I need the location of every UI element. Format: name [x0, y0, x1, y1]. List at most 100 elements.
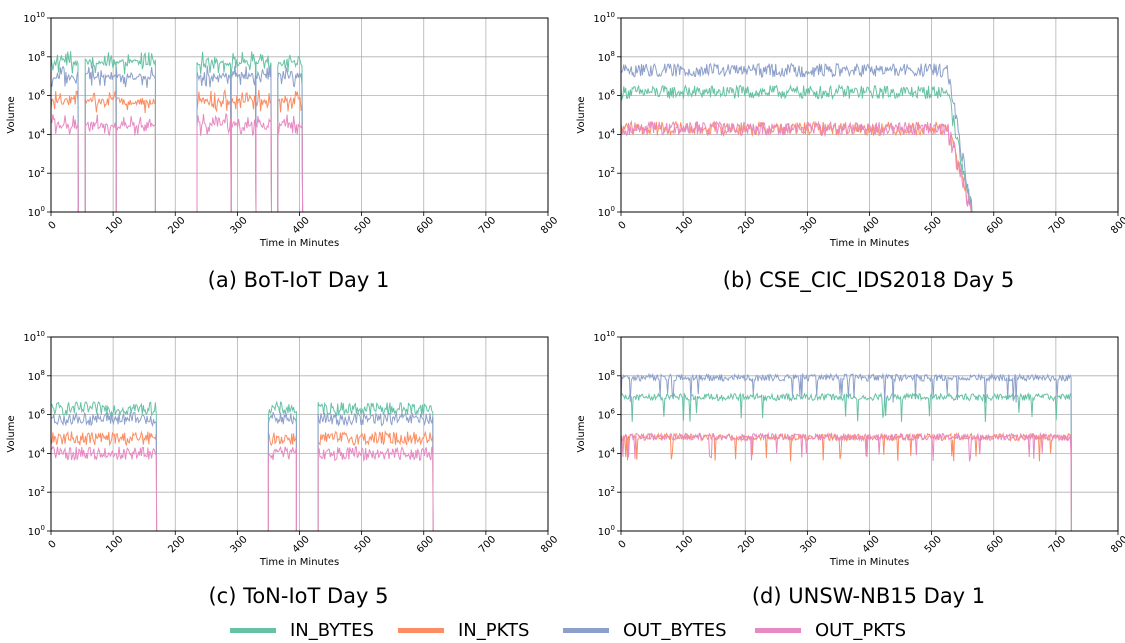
- series-line-in-pkts: [620, 119, 972, 213]
- y-tick-label: 102: [598, 166, 615, 180]
- series-line-out-pkts: [50, 112, 304, 213]
- caption-c: (c) ToN-IoT Day 5: [208, 584, 389, 608]
- x-tick-label: 0: [617, 220, 629, 232]
- y-tick-label: 104: [598, 127, 616, 141]
- series-line-in-bytes: [620, 83, 973, 213]
- series-line-in-pkts: [50, 430, 434, 532]
- x-tick-label: 300: [799, 534, 820, 555]
- x-tick-label: 600: [415, 534, 436, 555]
- y-tick-label: 102: [28, 485, 45, 499]
- x-tick-label: 800: [1109, 534, 1125, 555]
- y-tick-label: 1010: [593, 330, 615, 344]
- x-tick-label: 400: [861, 215, 882, 236]
- y-tick-label: 100: [28, 524, 45, 538]
- chart-panel-a: 0 100 200 300 400 500 600 700 800100102104106108…: [6, 11, 560, 249]
- y-tick-label: 106: [598, 89, 616, 103]
- y-tick-label: 1010: [593, 11, 615, 25]
- y-tick-label: 108: [598, 50, 615, 64]
- figure-canvas: 0 100 200 300 400 500 600 700 800100102104106108…: [6, 11, 1125, 568]
- x-tick-label: 300: [799, 215, 820, 236]
- x-axis-label: Time in Minutes: [829, 238, 909, 249]
- legend-item-in-bytes: IN_BYTES: [230, 617, 374, 643]
- y-tick-label: 1010: [23, 330, 45, 344]
- y-tick-label: 102: [28, 166, 45, 180]
- chart-panel-d: 0 100 200 300 400 500 600 700 800100102104106108…: [576, 330, 1125, 568]
- series-line-out-bytes: [50, 64, 304, 213]
- series-line-in-pkts: [50, 88, 304, 213]
- x-tick-label: 800: [539, 215, 560, 236]
- x-tick-label: 300: [229, 534, 250, 555]
- y-tick-label: 106: [28, 408, 46, 422]
- x-tick-label: 700: [477, 215, 498, 236]
- y-tick-label: 104: [28, 127, 46, 141]
- x-axis-label: Time in Minutes: [829, 557, 909, 568]
- series-line-out-pkts: [620, 119, 972, 213]
- legend-swatch-in-bytes: [230, 627, 276, 633]
- y-tick-label: 106: [598, 408, 616, 422]
- legend-item-in-pkts: IN_PKTS: [398, 617, 529, 643]
- y-tick-label: 102: [598, 485, 615, 499]
- x-tick-label: 0: [47, 220, 59, 232]
- x-tick-label: 400: [291, 534, 312, 555]
- legend: IN_BYTES IN_PKTS OUT_BYTES OUT_PKTS: [0, 617, 1125, 643]
- x-tick-label: 100: [674, 534, 695, 555]
- legend-item-out-bytes: OUT_BYTES: [563, 617, 727, 643]
- x-tick-label: 800: [539, 534, 560, 555]
- y-tick-label: 104: [28, 446, 46, 460]
- y-tick-label: 100: [598, 524, 615, 538]
- caption-b: (b) CSE_CIC_IDS2018 Day 5: [722, 268, 1015, 292]
- legend-label-in-bytes: IN_BYTES: [290, 619, 374, 641]
- x-tick-label: 200: [736, 534, 757, 555]
- legend-swatch-in-pkts: [398, 627, 444, 633]
- y-tick-label: 104: [598, 446, 616, 460]
- x-tick-label: 500: [923, 534, 944, 555]
- x-tick-label: 200: [736, 215, 757, 236]
- y-tick-label: 106: [28, 89, 46, 103]
- series-line-in-pkts: [620, 431, 1072, 532]
- y-tick-label: 108: [28, 369, 45, 383]
- x-tick-label: 200: [166, 215, 187, 236]
- series-line-out-bytes: [50, 411, 434, 532]
- x-tick-label: 200: [166, 534, 187, 555]
- caption-d: (d) UNSW-NB15 Day 1: [751, 584, 986, 608]
- x-tick-label: 300: [229, 215, 250, 236]
- x-tick-label: 700: [477, 534, 498, 555]
- x-tick-label: 500: [353, 215, 374, 236]
- series-line-in-bytes: [50, 400, 434, 532]
- y-tick-label: 100: [598, 205, 615, 219]
- series-line-in-bytes: [620, 391, 1072, 532]
- x-tick-label: 100: [104, 534, 125, 555]
- series-line-in-bytes: [50, 51, 304, 213]
- legend-swatch-out-bytes: [563, 627, 609, 633]
- x-axis-label: Time in Minutes: [259, 557, 339, 568]
- y-axis-label: Volume: [6, 415, 17, 452]
- y-tick-label: 108: [598, 369, 615, 383]
- legend-label-in-pkts: IN_PKTS: [458, 619, 530, 641]
- series-line-out-pkts: [50, 445, 434, 532]
- x-tick-label: 0: [47, 539, 59, 551]
- x-tick-label: 400: [291, 215, 312, 236]
- y-tick-label: 100: [28, 205, 45, 219]
- x-tick-label: 0: [617, 539, 629, 551]
- x-tick-label: 400: [861, 534, 882, 555]
- x-tick-label: 100: [104, 215, 125, 236]
- x-tick-label: 600: [415, 215, 436, 236]
- legend-label-out-pkts: OUT_PKTS: [815, 619, 907, 641]
- y-axis-label: Volume: [576, 415, 587, 452]
- y-tick-label: 1010: [23, 11, 45, 25]
- legend-swatch-out-pkts: [755, 627, 801, 633]
- x-axis-label: Time in Minutes: [259, 238, 339, 249]
- x-tick-label: 800: [1109, 215, 1125, 236]
- x-tick-label: 500: [353, 534, 374, 555]
- x-tick-label: 100: [674, 215, 695, 236]
- y-axis-label: Volume: [576, 96, 587, 133]
- chart-panel-b: 0 100 200 300 400 500 600 700 800100102104106108…: [576, 11, 1125, 249]
- x-tick-label: 500: [923, 215, 944, 236]
- chart-panel-c: 0 100 200 300 400 500 600 700 800100102104106108…: [6, 330, 560, 568]
- y-tick-label: 108: [28, 50, 45, 64]
- x-tick-label: 700: [1047, 215, 1068, 236]
- legend-label-out-bytes: OUT_BYTES: [623, 619, 727, 641]
- series-line-out-bytes: [620, 372, 1072, 532]
- legend-item-out-pkts: OUT_PKTS: [755, 617, 906, 643]
- x-tick-label: 600: [985, 215, 1006, 236]
